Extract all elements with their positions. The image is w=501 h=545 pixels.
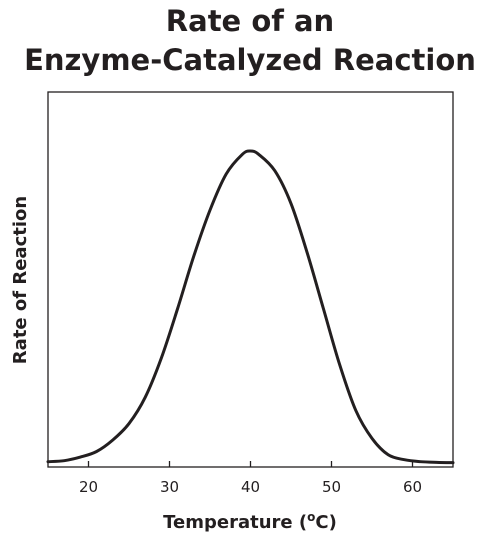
x-axis-label: Temperature (oC) xyxy=(163,510,337,533)
plot-frame xyxy=(47,91,454,468)
x-tick-label: 50 xyxy=(322,478,341,496)
chart-title-line-2: Enzyme-Catalyzed Reaction xyxy=(24,43,476,77)
x-axis-label-text: Temperature ( xyxy=(163,512,307,533)
x-tick-label: 60 xyxy=(403,478,422,496)
y-axis-label: Rate of Reaction xyxy=(10,196,31,364)
x-tick-label: 40 xyxy=(241,478,260,496)
x-axis-label-suffix: C) xyxy=(315,512,336,533)
x-tick-label: 20 xyxy=(79,478,98,496)
x-axis-ticks: 20 30 40 50 60 xyxy=(79,461,422,496)
series-layer xyxy=(46,149,455,465)
x-axis-label-superscript: o xyxy=(307,510,315,524)
chart-title-line-1: Rate of an xyxy=(166,4,334,38)
x-tick-label: 30 xyxy=(160,478,179,496)
series-line xyxy=(46,149,455,465)
